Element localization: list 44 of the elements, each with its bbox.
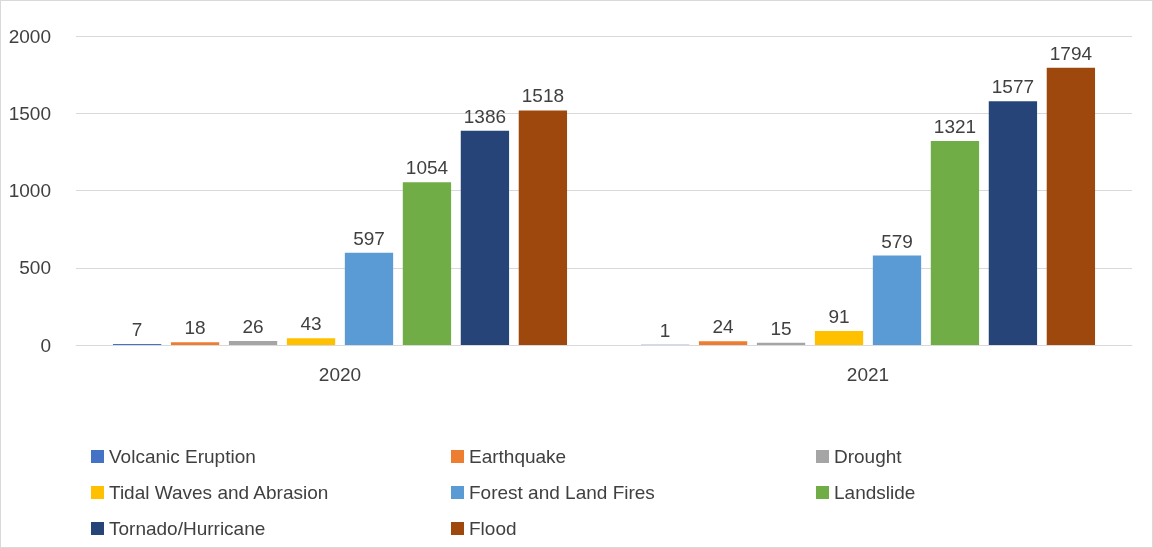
legend-label: Flood	[469, 518, 517, 539]
bar	[988, 101, 1038, 345]
data-label: 18	[184, 317, 206, 339]
legend-label: Tornado/Hurricane	[109, 518, 266, 539]
legend-label: Volcanic Eruption	[109, 446, 256, 467]
data-label: 1577	[991, 76, 1035, 98]
bar	[460, 130, 510, 345]
x-tick-label: 2020	[318, 364, 362, 385]
data-label: 1386	[463, 105, 507, 127]
y-tick-label: 1000	[8, 180, 51, 201]
x-tick-label: 2021	[846, 364, 890, 385]
data-label: 579	[881, 230, 913, 252]
bar	[228, 340, 278, 345]
data-label: 24	[712, 316, 735, 338]
data-label: 1321	[933, 115, 977, 137]
y-tick-label: 1500	[8, 102, 51, 124]
bar	[872, 255, 922, 345]
bar	[698, 341, 748, 345]
legend-label: Tidal Waves and Abrasion	[109, 482, 329, 503]
bar	[1046, 67, 1096, 345]
bar	[930, 140, 980, 345]
legend-label: Earthquake	[469, 446, 567, 467]
data-label: 1	[659, 319, 671, 341]
legend-label: Landslide	[834, 482, 916, 503]
data-label: 91	[828, 305, 850, 327]
bar	[402, 182, 452, 345]
bar	[814, 330, 864, 345]
y-tick-label: 500	[19, 257, 51, 279]
legend-label: Drought	[834, 446, 903, 467]
bar	[518, 110, 568, 345]
data-label: 1518	[521, 85, 565, 107]
data-label: 26	[242, 315, 264, 337]
y-tick-label: 0	[40, 334, 51, 356]
bar	[170, 342, 220, 345]
data-label: 7	[131, 318, 143, 340]
data-label: 1054	[405, 157, 449, 179]
bar	[344, 252, 394, 345]
legend-label: Forest and Land Fires	[469, 482, 655, 503]
data-label: 1794	[1049, 42, 1093, 64]
y-tick-label: 2000	[8, 25, 51, 47]
data-label: 597	[353, 227, 385, 249]
bar	[286, 338, 336, 345]
data-label: 43	[300, 313, 322, 335]
data-label: 15	[770, 317, 792, 339]
